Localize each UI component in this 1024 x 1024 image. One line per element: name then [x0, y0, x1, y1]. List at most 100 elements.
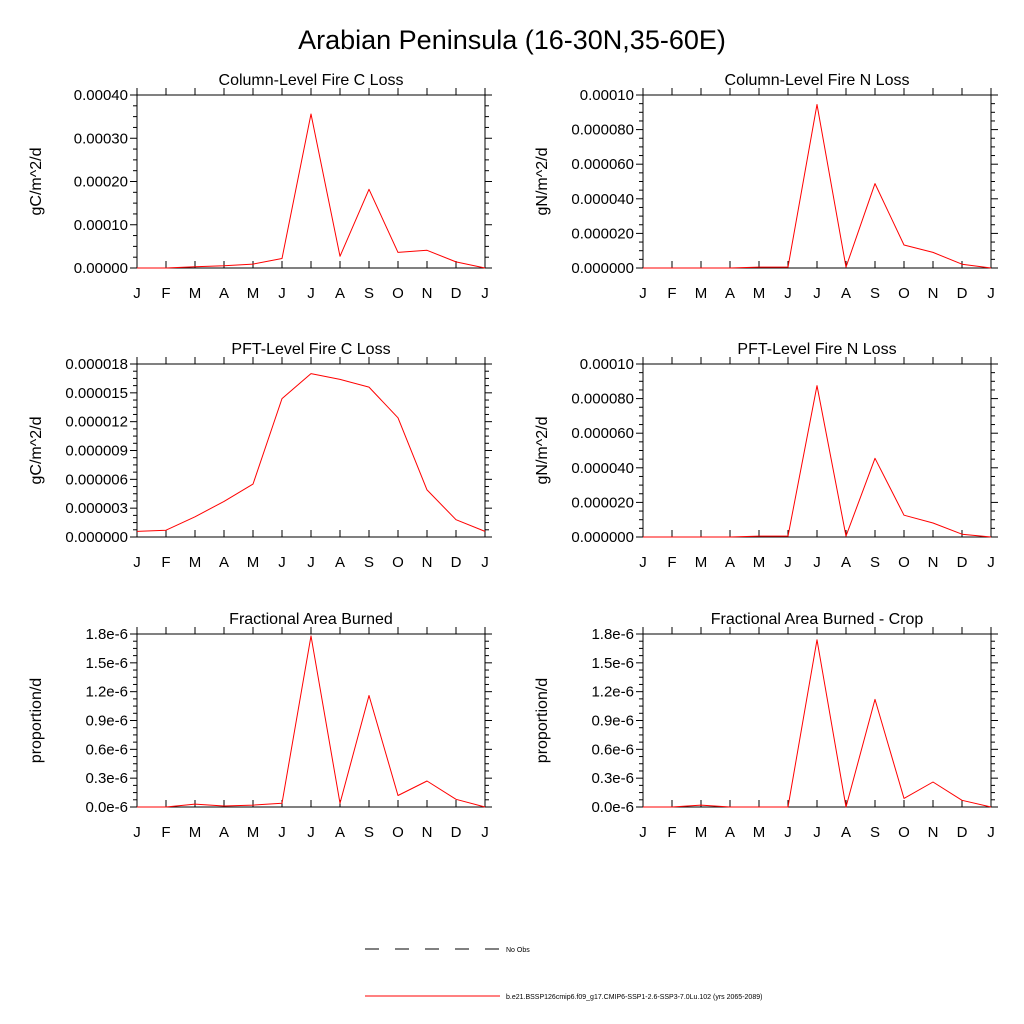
x-tick-label: A [841, 285, 851, 302]
x-tick-label: J [307, 824, 315, 841]
x-tick-label: N [928, 285, 939, 302]
x-tick-label: J [481, 554, 489, 571]
x-tick-label: S [364, 554, 374, 571]
x-tick-label: S [870, 554, 880, 571]
x-tick-label: J [307, 285, 315, 302]
panel-title: Column-Level Fire C Loss [219, 72, 404, 89]
y-tick-label: 0.000006 [65, 471, 128, 488]
y-tick-label: 0.000020 [571, 494, 634, 511]
y-tick-label: 0.000018 [65, 356, 128, 373]
x-tick-label: S [364, 824, 374, 841]
plot-frame [136, 363, 486, 538]
panel-title: PFT-Level Fire N Loss [737, 341, 896, 358]
x-tick-label: M [695, 554, 708, 571]
x-tick-label: F [161, 824, 170, 841]
series-line [643, 104, 992, 269]
x-tick-label: S [364, 285, 374, 302]
x-tick-label: J [133, 285, 141, 302]
plot-frame [136, 94, 486, 269]
x-tick-label: J [307, 554, 315, 571]
y-tick-label: 0.000080 [571, 122, 634, 139]
x-tick-label: A [841, 824, 851, 841]
x-tick-label: J [987, 554, 995, 571]
x-tick-label: A [219, 824, 229, 841]
plot-frame [642, 633, 992, 808]
x-tick-label: N [928, 554, 939, 571]
x-tick-label: M [753, 285, 766, 302]
x-tick-label: J [813, 554, 821, 571]
y-tick-label: 0.000003 [65, 500, 128, 517]
x-tick-label: J [278, 285, 286, 302]
chart-panel: PFT-Level Fire C Loss gC/m^2/d 0.000000 0.0… [28, 341, 492, 571]
x-tick-label: A [335, 285, 345, 302]
y-axis-label: proportion/d [28, 678, 45, 763]
x-tick-label: J [133, 554, 141, 571]
x-tick-label: J [481, 824, 489, 841]
x-tick-label: J [639, 824, 647, 841]
series-line [137, 635, 486, 808]
x-tick-label: O [898, 285, 910, 302]
y-tick-label: 1.8e-6 [85, 626, 128, 643]
x-tick-label: A [841, 554, 851, 571]
x-tick-label: M [189, 824, 202, 841]
y-tick-label: 0.000009 [65, 443, 128, 460]
x-tick-label: S [870, 285, 880, 302]
x-tick-label: J [278, 554, 286, 571]
y-axis-label: gC/m^2/d [28, 417, 45, 485]
y-tick-label: 0.00020 [74, 174, 128, 191]
chart-panel: PFT-Level Fire N Loss gN/m^2/d 0.000000 0.0… [534, 341, 998, 571]
x-tick-label: D [957, 285, 968, 302]
y-tick-label: 0.000012 [65, 414, 128, 431]
x-tick-label: J [639, 554, 647, 571]
y-tick-label: 0.3e-6 [85, 770, 128, 787]
y-tick-label: 0.0e-6 [591, 799, 634, 816]
y-tick-label: 0.000060 [571, 156, 634, 173]
x-tick-label: A [725, 824, 735, 841]
chart-panel: Column-Level Fire N Loss gN/m^2/d 0.000000… [534, 72, 998, 302]
y-tick-label: 0.00000 [74, 260, 128, 277]
x-tick-label: A [219, 554, 229, 571]
x-tick-label: J [784, 285, 792, 302]
y-axis-label: gN/m^2/d [534, 148, 551, 216]
series-line [136, 373, 486, 532]
y-tick-label: 0.3e-6 [591, 770, 634, 787]
x-tick-label: A [725, 285, 735, 302]
y-tick-label: 0.00010 [580, 356, 634, 373]
panel-title: Fractional Area Burned [229, 611, 393, 628]
y-tick-label: 0.00010 [580, 87, 634, 104]
y-tick-label: 0.000000 [571, 260, 634, 277]
x-tick-label: J [987, 824, 995, 841]
x-tick-label: O [898, 824, 910, 841]
x-tick-label: A [335, 554, 345, 571]
x-tick-label: O [898, 554, 910, 571]
plot-frame [642, 363, 992, 538]
y-tick-label: 1.8e-6 [591, 626, 634, 643]
chart-panel: Column-Level Fire C Loss gC/m^2/d 0.00000 0… [28, 72, 492, 302]
x-tick-label: J [784, 824, 792, 841]
x-tick-label: J [784, 554, 792, 571]
x-tick-label: J [813, 285, 821, 302]
x-tick-label: M [189, 285, 202, 302]
x-tick-label: D [957, 554, 968, 571]
x-tick-label: M [753, 554, 766, 571]
y-tick-label: 1.2e-6 [85, 684, 128, 701]
panel-title: PFT-Level Fire C Loss [231, 341, 390, 358]
x-tick-label: D [957, 824, 968, 841]
y-tick-label: 0.9e-6 [591, 713, 634, 730]
x-tick-label: M [695, 824, 708, 841]
legend-label-no-obs: No Obs [506, 947, 530, 954]
plot-frame [642, 94, 992, 269]
y-axis-label: gC/m^2/d [28, 148, 45, 216]
y-tick-label: 0.00040 [74, 87, 128, 104]
y-tick-label: 0.6e-6 [85, 741, 128, 758]
y-axis-label: proportion/d [534, 678, 551, 763]
x-tick-label: M [695, 285, 708, 302]
x-tick-label: F [667, 554, 676, 571]
y-tick-label: 0.000060 [571, 425, 634, 442]
panel-title: Column-Level Fire N Loss [725, 72, 910, 89]
x-tick-label: O [392, 554, 404, 571]
x-tick-label: J [813, 824, 821, 841]
x-tick-label: O [392, 824, 404, 841]
chart-panel: Fractional Area Burned - Crop proportion/… [534, 611, 998, 841]
